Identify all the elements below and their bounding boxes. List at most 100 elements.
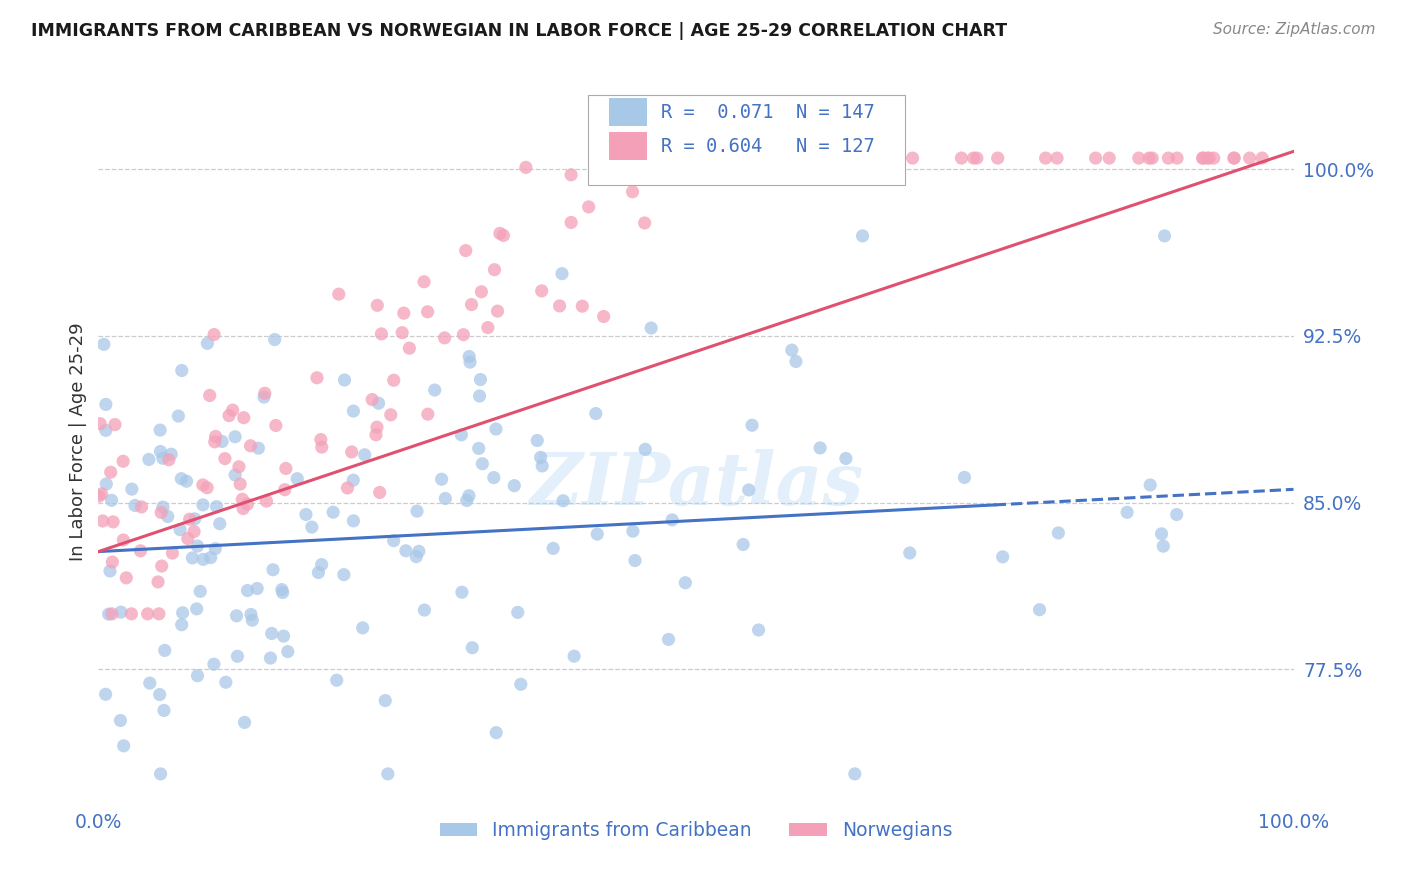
Point	[342, 514, 364, 528]
Point	[560, 168, 582, 182]
Point	[484, 262, 506, 277]
Point	[408, 544, 430, 558]
Point	[215, 675, 238, 690]
Point	[246, 582, 269, 596]
Point	[333, 567, 356, 582]
Point	[506, 606, 529, 620]
Point	[240, 613, 263, 627]
Point	[259, 651, 281, 665]
Point	[887, 151, 910, 165]
Point	[148, 607, 170, 621]
Point	[156, 509, 179, 524]
Point	[91, 514, 114, 528]
Point	[458, 350, 481, 364]
Point	[808, 441, 831, 455]
Point	[482, 470, 505, 484]
Point	[115, 571, 138, 585]
Point	[585, 407, 607, 421]
Point	[120, 607, 142, 621]
Point	[352, 621, 374, 635]
Point	[150, 506, 173, 520]
Point	[264, 418, 287, 433]
Point	[285, 472, 308, 486]
Point	[253, 386, 276, 401]
Point	[160, 447, 183, 461]
Point	[1150, 526, 1173, 541]
Point	[451, 585, 474, 599]
Point	[395, 543, 418, 558]
Point	[149, 767, 172, 781]
Point	[460, 297, 482, 311]
Point	[167, 409, 190, 423]
Point	[366, 298, 388, 312]
Point	[1047, 525, 1070, 540]
Point	[391, 326, 413, 340]
Point	[87, 489, 110, 503]
Point	[706, 158, 728, 172]
Point	[1140, 151, 1163, 165]
Point	[503, 478, 526, 492]
Point	[274, 483, 297, 497]
Point	[170, 617, 193, 632]
Point	[592, 310, 614, 324]
Point	[1166, 508, 1188, 522]
Point	[485, 725, 508, 739]
Point	[236, 583, 259, 598]
Point	[90, 487, 112, 501]
Point	[454, 244, 477, 258]
Point	[748, 623, 770, 637]
Point	[1166, 151, 1188, 165]
Point	[382, 373, 405, 387]
Point	[236, 497, 259, 511]
FancyBboxPatch shape	[589, 95, 905, 185]
Point	[405, 549, 427, 564]
Point	[311, 558, 333, 572]
Point	[398, 341, 420, 355]
Point	[336, 481, 359, 495]
Point	[541, 541, 564, 556]
Point	[1152, 539, 1174, 553]
Point	[456, 493, 478, 508]
Point	[1139, 478, 1161, 492]
Point	[176, 474, 198, 488]
Point	[98, 564, 121, 578]
Point	[110, 605, 132, 619]
Point	[328, 287, 350, 301]
Point	[1192, 151, 1215, 165]
Point	[367, 396, 389, 410]
Point	[274, 461, 297, 475]
Point	[139, 676, 162, 690]
Point	[333, 373, 356, 387]
Point	[162, 546, 184, 560]
Point	[1153, 228, 1175, 243]
Point	[413, 603, 436, 617]
Point	[560, 215, 582, 229]
Point	[172, 606, 194, 620]
Point	[256, 494, 278, 508]
Point	[129, 543, 152, 558]
Point	[208, 516, 231, 531]
Point	[571, 299, 593, 313]
Point	[305, 370, 328, 384]
Point	[149, 688, 172, 702]
Point	[879, 151, 901, 165]
Point	[416, 305, 439, 319]
Point	[124, 499, 146, 513]
Point	[231, 492, 253, 507]
Point	[515, 161, 537, 175]
Point	[727, 151, 749, 165]
Point	[966, 151, 988, 165]
Point	[224, 467, 246, 482]
Point	[1028, 603, 1050, 617]
Point	[228, 459, 250, 474]
Point	[953, 470, 976, 484]
Point	[374, 693, 396, 707]
Point	[177, 532, 200, 546]
Point	[104, 417, 127, 432]
Point	[1035, 151, 1057, 165]
Point	[377, 767, 399, 781]
Point	[1197, 151, 1219, 165]
Point	[640, 321, 662, 335]
Point	[309, 433, 332, 447]
Point	[146, 574, 169, 589]
